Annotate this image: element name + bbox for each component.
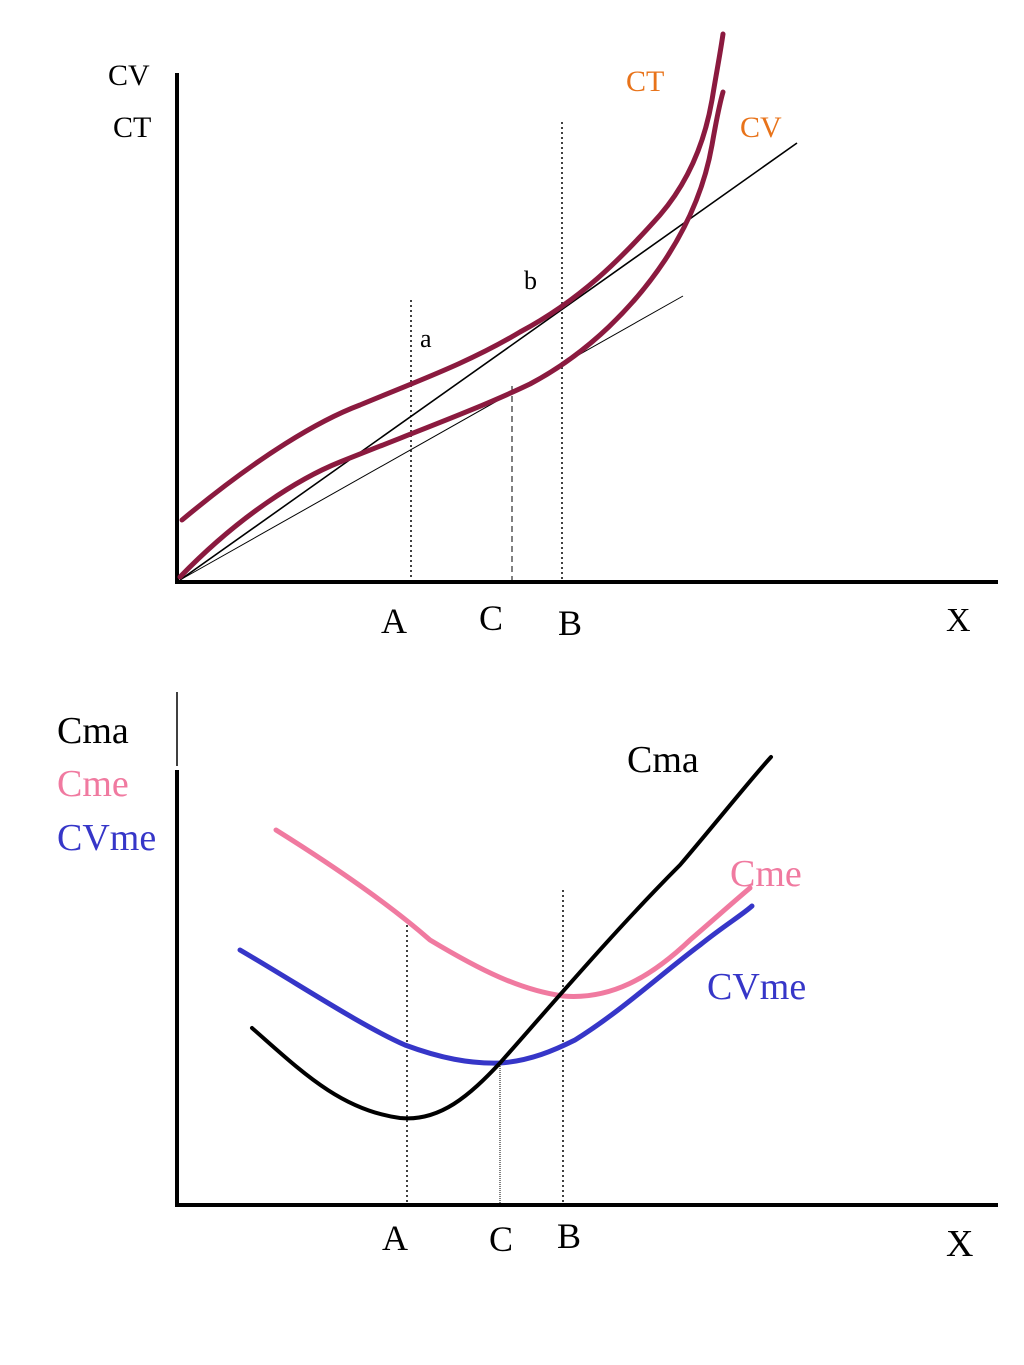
top-x-axis-label: X	[946, 602, 971, 639]
bottom-marker-a: A	[382, 1218, 408, 1258]
bottom-y-label-cme: Cme	[57, 763, 129, 805]
top-marker-b: B	[558, 603, 582, 643]
bottom-marker-b: B	[557, 1216, 581, 1256]
top-marker-c: C	[479, 598, 503, 638]
top-y-label-cv: CV	[108, 59, 150, 92]
top-diagram: CV CT CT CV a b A C B X	[108, 31, 998, 643]
bottom-marker-c: C	[489, 1219, 513, 1259]
cv-curve-label: CV	[740, 111, 782, 144]
ray-tangent-c	[179, 295, 684, 581]
cvme-curve-label: CVme	[707, 966, 806, 1008]
bottom-diagram: Cma Cme CVme Cma Cme CVme A C B X	[57, 692, 998, 1265]
cme-curve	[273, 827, 753, 999]
ct-curve-label: CT	[626, 65, 664, 98]
top-y-label-ct: CT	[113, 111, 151, 144]
point-label-a: a	[420, 324, 432, 353]
bottom-y-label-cma: Cma	[57, 710, 129, 752]
top-marker-a: A	[381, 601, 407, 641]
cma-curve	[250, 755, 773, 1121]
cvme-curve	[237, 903, 755, 1066]
ray-to-b	[179, 142, 798, 581]
bottom-x-axis-label: X	[946, 1223, 973, 1265]
point-label-b: b	[524, 266, 537, 295]
cme-curve-label: Cme	[730, 853, 802, 895]
ct-curve	[179, 31, 726, 523]
cma-curve-label: Cma	[627, 739, 699, 781]
bottom-y-label-cvme: CVme	[57, 817, 156, 859]
cv-curve	[177, 89, 726, 580]
